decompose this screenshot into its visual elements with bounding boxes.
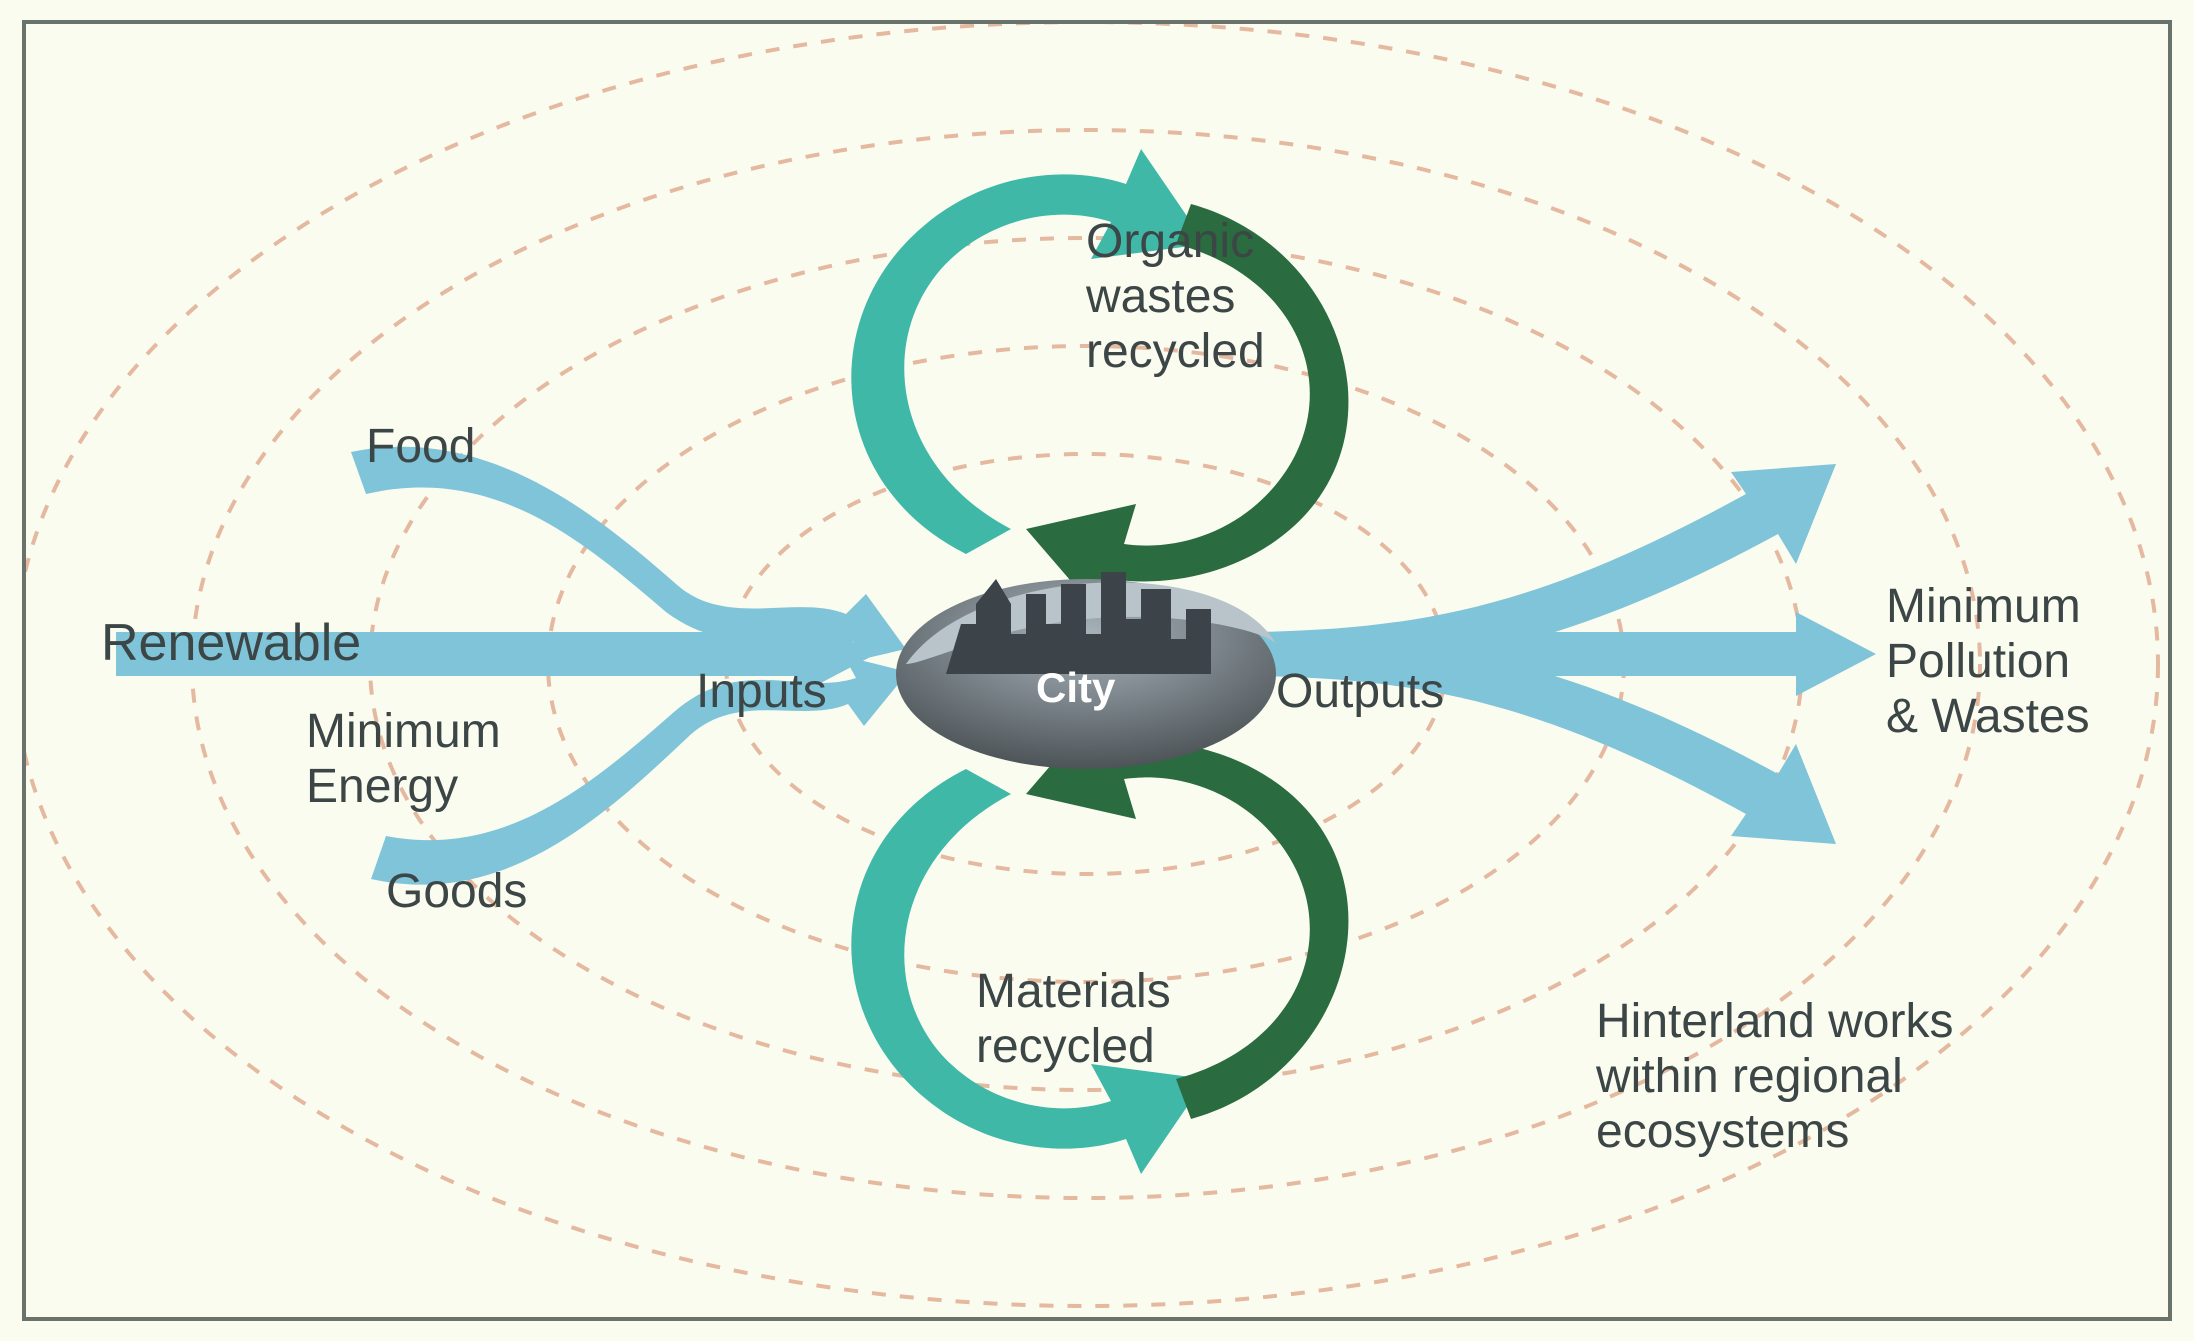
output-arrows <box>1256 464 1876 844</box>
label-min-pollution: Minimum Pollution & Wastes <box>1886 579 2090 745</box>
label-renewable: Renewable <box>101 614 361 674</box>
label-city: City <box>1036 664 1115 712</box>
label-outputs: Outputs <box>1276 664 1444 719</box>
label-inputs: Inputs <box>696 664 827 719</box>
materials-cycle <box>851 707 1348 1174</box>
label-hinterland: Hinterland works within regional ecosyst… <box>1596 994 1953 1160</box>
label-minimum-energy: Minimum Energy <box>306 704 501 814</box>
label-goods: Goods <box>386 864 527 919</box>
label-organic: Organic wastes recycled <box>1086 214 1265 380</box>
label-food: Food <box>366 419 475 474</box>
diagram-frame: Renewable Food Minimum Energy Goods Inpu… <box>22 20 2172 1321</box>
label-materials: Materials recycled <box>976 964 1171 1074</box>
